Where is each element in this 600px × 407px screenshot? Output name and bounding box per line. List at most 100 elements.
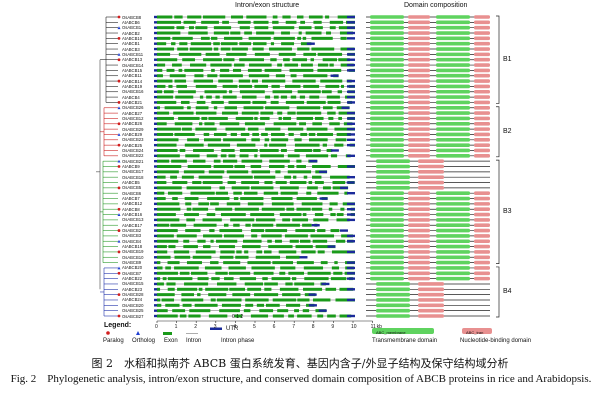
gene-label: OsABCB1 — [122, 25, 142, 31]
exon-block — [247, 68, 262, 72]
nb-domain — [408, 271, 430, 276]
exon-block — [157, 143, 177, 147]
exon-block — [289, 181, 307, 185]
nb-domain — [474, 68, 490, 73]
exon-block — [172, 36, 193, 40]
ortholog-marker — [117, 26, 121, 30]
exon-block — [239, 277, 257, 281]
nb-domain — [408, 31, 430, 35]
exon-block — [234, 63, 245, 67]
exon-block — [218, 245, 235, 249]
group-label: B1 — [503, 55, 512, 63]
utr-block — [347, 58, 355, 61]
exon-block — [260, 154, 284, 158]
exon-block — [208, 116, 228, 120]
tm-domain — [436, 15, 470, 19]
exon-block — [296, 116, 314, 120]
exon-block — [173, 250, 190, 254]
gene-label: AtABCB27 — [122, 110, 143, 116]
utr-block — [154, 85, 157, 88]
utr-block — [154, 143, 157, 147]
exon-block — [211, 68, 215, 72]
exon-block — [287, 154, 300, 158]
nb-domain — [408, 148, 430, 153]
nb-domain — [408, 266, 430, 270]
tm-domain — [370, 111, 404, 115]
exon-block — [251, 138, 260, 142]
utr-block — [318, 309, 327, 312]
exon-block — [294, 282, 315, 286]
axis-tick-label: 10 — [351, 324, 357, 330]
nb-domain — [474, 228, 490, 233]
exon-block — [283, 116, 292, 120]
exon-block — [157, 309, 168, 313]
tm-domain — [436, 266, 470, 270]
exon-block — [194, 303, 218, 307]
exon-block — [302, 36, 307, 40]
exon-block — [213, 47, 219, 51]
nb-domain — [408, 63, 430, 67]
utr-block — [299, 256, 308, 259]
tm-domain — [436, 79, 470, 83]
exon-block — [281, 42, 295, 46]
exon-block — [264, 282, 278, 286]
tm-domain — [436, 105, 470, 110]
gene-label: OsABCB12 — [122, 115, 144, 121]
exon-block — [174, 266, 199, 270]
exon-block — [297, 47, 310, 51]
exon-block — [330, 213, 336, 217]
exon-block — [232, 293, 251, 297]
utr-block — [154, 218, 157, 222]
exon-block — [203, 132, 210, 136]
gene-label: OsABCB17 — [122, 169, 144, 175]
exon-block — [254, 293, 279, 297]
structure-header: Intron/exon structure — [235, 2, 300, 9]
exon-block — [157, 229, 178, 233]
legend-intron: Intron — [186, 338, 202, 344]
exon-block — [311, 47, 335, 51]
nb-domain — [474, 116, 490, 121]
exon-block — [241, 95, 257, 99]
axis-tick-label: 3 — [213, 324, 217, 330]
exon-block — [248, 36, 271, 40]
exon-block — [332, 181, 346, 185]
exon-block — [213, 26, 232, 30]
paralog-marker — [117, 186, 121, 190]
axis-tick-label: 2 — [194, 324, 197, 330]
exon-block — [320, 79, 343, 83]
exon-block — [173, 111, 194, 115]
gene-label: AtABCB5 — [122, 180, 140, 186]
utr-block — [347, 250, 355, 254]
gene-label: AtABCB3 — [122, 46, 140, 52]
exon-block — [186, 261, 202, 265]
utr-block — [327, 245, 336, 248]
exon-block — [265, 127, 281, 131]
exon-block — [282, 218, 291, 222]
utr-block — [347, 85, 355, 88]
exon-block — [298, 26, 312, 30]
utr-block — [154, 181, 157, 184]
exon-block — [260, 116, 270, 120]
utr-block — [154, 261, 157, 264]
exon-block — [326, 31, 332, 35]
utr-block — [154, 53, 157, 56]
exon-block — [279, 213, 302, 217]
exon-block — [331, 250, 355, 254]
utr-block — [347, 31, 355, 35]
exon-block — [259, 309, 274, 313]
exon-block — [157, 181, 167, 185]
legend-title: Legend: — [104, 322, 132, 329]
nb-domain — [418, 314, 444, 318]
axis-tick-label: 6 — [272, 324, 276, 330]
paralog-marker — [117, 58, 121, 62]
exon-block — [317, 63, 329, 67]
exon-block — [314, 116, 324, 120]
exon-block — [243, 191, 258, 195]
gene-label: OsABCB16 — [122, 89, 144, 95]
exon-block — [202, 15, 226, 19]
nb-domain — [408, 207, 430, 212]
exon-block — [203, 58, 222, 62]
paralog-marker — [117, 165, 121, 168]
gene-label: OsABCB9 — [122, 260, 142, 266]
